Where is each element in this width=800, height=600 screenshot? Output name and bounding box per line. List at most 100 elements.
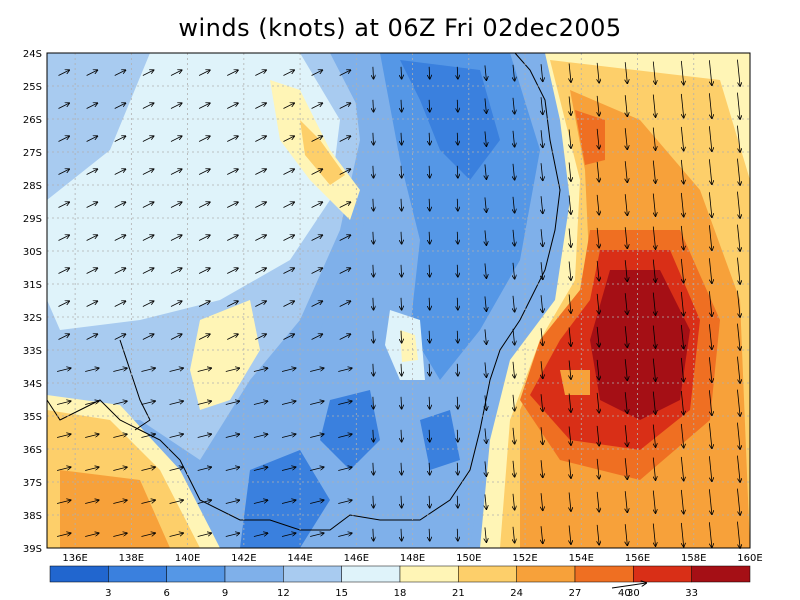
wind-vector [56, 401, 71, 405]
wind-vector [198, 103, 210, 109]
wind-vector [86, 334, 98, 340]
wind-vector [142, 136, 154, 142]
wind-vector [681, 522, 683, 547]
wind-vector [681, 93, 683, 118]
colorbar-label: 9 [222, 588, 228, 599]
lat-label: 25S [23, 82, 42, 93]
wind-vector [58, 103, 70, 109]
wind-vector [597, 458, 599, 479]
wind-vector [541, 130, 543, 147]
wind-vector [457, 495, 458, 508]
wind-vector [737, 323, 740, 350]
wind-vector [597, 62, 599, 83]
wind-vector [485, 494, 486, 509]
wind-vector [625, 359, 627, 380]
wind-vector [737, 356, 740, 383]
wind-vector [169, 368, 184, 372]
wind-vector [373, 528, 374, 541]
wind-vector [708, 357, 712, 382]
colorbar-swatch [224, 565, 284, 583]
wind-vector [142, 268, 154, 274]
colorbar-label: 18 [394, 588, 407, 599]
wind-vector [737, 224, 740, 251]
colorbar-labels: 3 6 9 12 15 18 21 24 27 30 33 [105, 588, 698, 599]
wind-vector [225, 467, 240, 471]
wind-vector [58, 169, 70, 175]
wind-vector [170, 103, 182, 109]
wind-vector [339, 202, 351, 208]
wind-vector [541, 229, 543, 246]
wind-vector [373, 99, 374, 112]
wind-vector [373, 396, 374, 409]
wind-vector [541, 328, 543, 345]
wind-vector [737, 488, 740, 515]
lat-label: 29S [23, 214, 42, 225]
colorbar-swatch [691, 565, 751, 583]
wind-vector [142, 70, 154, 76]
wind-vector [142, 169, 154, 175]
longitude-labels: 136E 138E 140E 142E 144E 146E 148E 150E 152E 154E… [62, 553, 762, 564]
wind-vector [339, 268, 351, 274]
wind-vector [281, 500, 296, 504]
wind-vector [681, 258, 683, 283]
wind-vector [197, 401, 212, 405]
plot-frame [46, 52, 751, 549]
wind-vector [513, 361, 515, 378]
wind-vector [401, 297, 402, 310]
wind-vector [339, 136, 351, 142]
wind-vector [283, 202, 294, 208]
wind-vector [513, 328, 515, 345]
wind-vector [373, 132, 374, 145]
wind-vector [85, 533, 99, 537]
wind-vector [339, 169, 351, 175]
wind-vector [429, 99, 430, 112]
wind-vector [114, 334, 126, 340]
wind-vector [625, 326, 627, 347]
colorbar-swatch [458, 565, 517, 583]
reference-vector-label: 40 [618, 588, 631, 599]
wind-vector [310, 368, 324, 372]
wind-vector [597, 95, 599, 116]
wind-vector [681, 126, 683, 151]
wind-vector [253, 500, 268, 504]
wind-vector [338, 500, 352, 504]
lon-label: 142E [231, 553, 256, 564]
wind-vector [653, 259, 655, 282]
wind-vector [401, 165, 402, 178]
wind-vector [653, 391, 655, 414]
wind-vector [457, 330, 458, 343]
wind-vector [170, 70, 182, 76]
wind-vector [485, 362, 486, 377]
wind-vector [541, 394, 543, 411]
wind-vector [283, 103, 294, 109]
colorbar-swatch [341, 565, 401, 583]
wind-vector [541, 526, 543, 543]
wind-vector [373, 231, 374, 244]
wind-vector [485, 296, 486, 311]
wind-vector [310, 401, 324, 405]
wind-vector [457, 363, 458, 376]
wind-vector [58, 235, 70, 241]
lon-label: 156E [625, 553, 650, 564]
wind-vector [457, 429, 458, 442]
wind-vector [197, 533, 212, 537]
wind-vector [625, 293, 627, 314]
wind-vector [513, 196, 515, 213]
wind-vector [457, 132, 458, 145]
lat-lon-grid [47, 53, 750, 548]
lat-label: 31S [23, 280, 42, 291]
lat-label: 30S [23, 247, 42, 258]
wind-vector [255, 334, 266, 340]
wind-vector [457, 297, 458, 310]
wind-vector [373, 165, 374, 178]
wind-vector [170, 169, 182, 175]
wind-vector [457, 264, 458, 277]
lat-label: 35S [23, 412, 42, 423]
wind-vector [311, 202, 323, 208]
wind-vector [114, 202, 126, 208]
lat-label: 28S [23, 181, 42, 192]
wind-vector [737, 389, 740, 416]
wind-vector [253, 401, 268, 405]
wind-vector [737, 290, 740, 317]
wind-vector [281, 467, 296, 471]
